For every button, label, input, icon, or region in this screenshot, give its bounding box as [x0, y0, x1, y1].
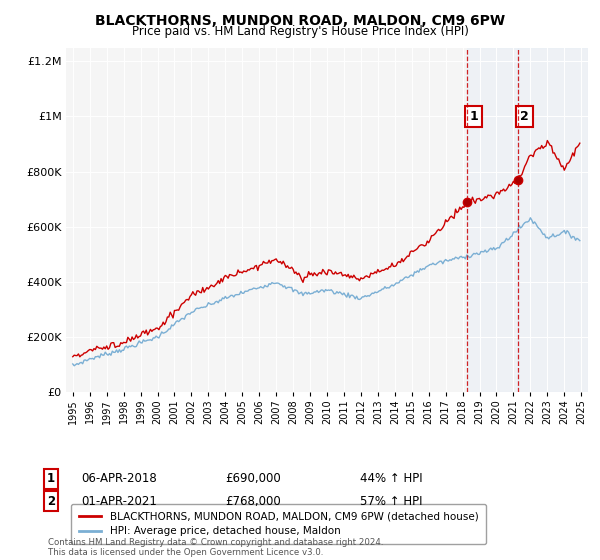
Text: BLACKTHORNS, MUNDON ROAD, MALDON, CM9 6PW: BLACKTHORNS, MUNDON ROAD, MALDON, CM9 6P… [95, 14, 505, 28]
Text: £690,000: £690,000 [225, 472, 281, 486]
Text: 1: 1 [47, 472, 55, 486]
Bar [518, 48, 588, 392]
Text: 2: 2 [520, 110, 529, 123]
Text: 1: 1 [469, 110, 478, 123]
Text: 44% ↑ HPI: 44% ↑ HPI [360, 472, 422, 486]
Text: £768,000: £768,000 [225, 494, 281, 508]
Text: 01-APR-2021: 01-APR-2021 [81, 494, 157, 508]
Bar [467, 48, 518, 392]
Text: 2: 2 [47, 494, 55, 508]
Text: 57% ↑ HPI: 57% ↑ HPI [360, 494, 422, 508]
Text: Contains HM Land Registry data © Crown copyright and database right 2024.
This d: Contains HM Land Registry data © Crown c… [48, 538, 383, 557]
Text: 06-APR-2018: 06-APR-2018 [81, 472, 157, 486]
Legend: BLACKTHORNS, MUNDON ROAD, MALDON, CM9 6PW (detached house), HPI: Average price, : BLACKTHORNS, MUNDON ROAD, MALDON, CM9 6P… [71, 504, 486, 544]
Text: Price paid vs. HM Land Registry's House Price Index (HPI): Price paid vs. HM Land Registry's House … [131, 25, 469, 38]
